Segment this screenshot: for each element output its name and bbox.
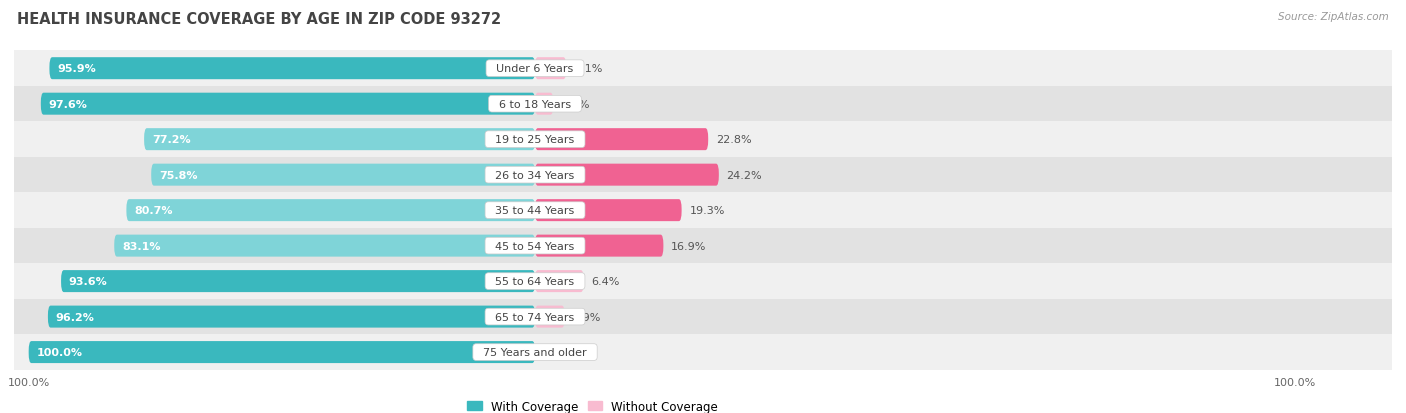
Text: 55 to 64 Years: 55 to 64 Years	[488, 276, 582, 287]
FancyBboxPatch shape	[536, 164, 718, 186]
FancyBboxPatch shape	[127, 199, 536, 222]
Bar	[14, 335, 1392, 370]
FancyBboxPatch shape	[145, 129, 536, 151]
Text: 3.9%: 3.9%	[572, 312, 600, 322]
Text: 24.2%: 24.2%	[727, 170, 762, 180]
FancyBboxPatch shape	[41, 93, 536, 115]
Text: 65 to 74 Years: 65 to 74 Years	[488, 312, 582, 322]
Text: 19.3%: 19.3%	[689, 206, 724, 216]
Text: 45 to 54 Years: 45 to 54 Years	[488, 241, 582, 251]
Text: 0.0%: 0.0%	[543, 347, 571, 357]
Text: 2.4%: 2.4%	[561, 100, 589, 109]
Text: 75 Years and older: 75 Years and older	[477, 347, 593, 357]
Text: 97.6%: 97.6%	[49, 100, 87, 109]
FancyBboxPatch shape	[49, 58, 536, 80]
FancyBboxPatch shape	[536, 271, 583, 292]
Text: 83.1%: 83.1%	[122, 241, 160, 251]
Text: 6 to 18 Years: 6 to 18 Years	[492, 100, 578, 109]
FancyBboxPatch shape	[28, 341, 536, 363]
Text: 75.8%: 75.8%	[159, 170, 197, 180]
Bar	[14, 122, 1392, 157]
Text: 26 to 34 Years: 26 to 34 Years	[488, 170, 582, 180]
Text: 35 to 44 Years: 35 to 44 Years	[488, 206, 582, 216]
FancyBboxPatch shape	[114, 235, 536, 257]
FancyBboxPatch shape	[152, 164, 536, 186]
FancyBboxPatch shape	[536, 58, 567, 80]
Text: 22.8%: 22.8%	[716, 135, 752, 145]
Text: 4.1%: 4.1%	[574, 64, 602, 74]
Bar	[14, 87, 1392, 122]
FancyBboxPatch shape	[536, 306, 565, 328]
Text: 77.2%: 77.2%	[152, 135, 191, 145]
Bar	[14, 264, 1392, 299]
FancyBboxPatch shape	[48, 306, 536, 328]
Bar	[14, 193, 1392, 228]
Bar	[14, 299, 1392, 335]
Text: 100.0%: 100.0%	[37, 347, 83, 357]
Text: 93.6%: 93.6%	[69, 276, 108, 287]
FancyBboxPatch shape	[536, 199, 682, 222]
Text: Source: ZipAtlas.com: Source: ZipAtlas.com	[1278, 12, 1389, 22]
Text: Under 6 Years: Under 6 Years	[489, 64, 581, 74]
Text: 96.2%: 96.2%	[56, 312, 94, 322]
Text: 80.7%: 80.7%	[134, 206, 173, 216]
Text: 6.4%: 6.4%	[592, 276, 620, 287]
Legend: With Coverage, Without Coverage: With Coverage, Without Coverage	[463, 395, 723, 413]
FancyBboxPatch shape	[536, 235, 664, 257]
Text: HEALTH INSURANCE COVERAGE BY AGE IN ZIP CODE 93272: HEALTH INSURANCE COVERAGE BY AGE IN ZIP …	[17, 12, 501, 27]
Text: 19 to 25 Years: 19 to 25 Years	[488, 135, 582, 145]
FancyBboxPatch shape	[536, 93, 553, 115]
Bar	[14, 51, 1392, 87]
Text: 95.9%: 95.9%	[58, 64, 96, 74]
Bar	[14, 157, 1392, 193]
FancyBboxPatch shape	[60, 271, 536, 292]
Bar	[14, 228, 1392, 264]
FancyBboxPatch shape	[536, 129, 709, 151]
Text: 16.9%: 16.9%	[671, 241, 707, 251]
